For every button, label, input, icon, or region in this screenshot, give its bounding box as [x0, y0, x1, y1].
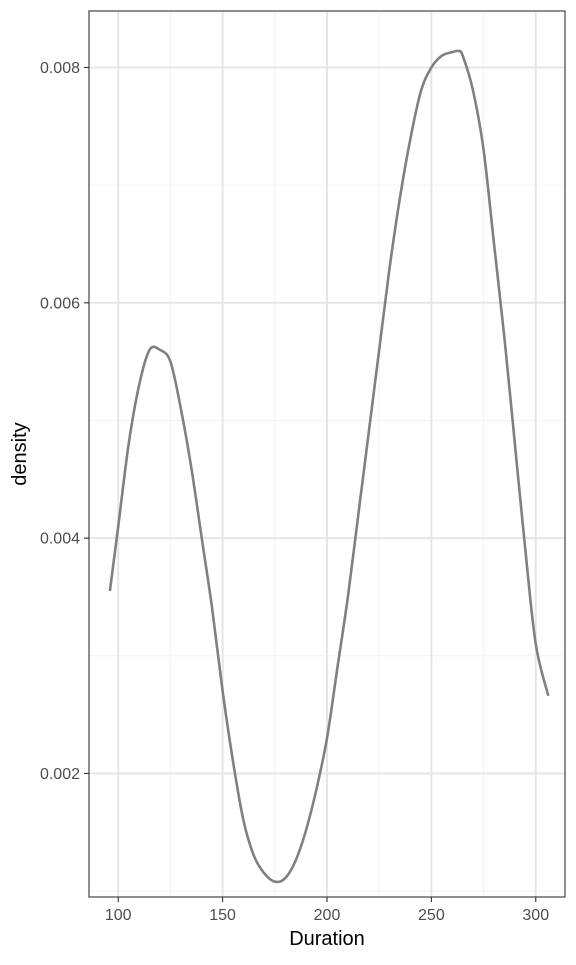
x-tick-label: 150 — [209, 907, 236, 924]
y-axis: 0.002 0.004 0.006 0.008 — [40, 60, 89, 783]
x-tick-label: 200 — [314, 907, 341, 924]
series-layer — [108, 49, 550, 884]
y-axis-title: density — [9, 422, 31, 485]
y-tick-label: 0.004 — [40, 531, 80, 548]
x-axis-title: Duration — [289, 928, 365, 950]
x-tick-label: 250 — [418, 907, 445, 924]
x-tick-label: 100 — [105, 907, 132, 924]
y-tick-label: 0.006 — [40, 295, 80, 312]
major-gridlines — [89, 11, 565, 897]
y-tick-label: 0.002 — [40, 766, 80, 783]
density-curve — [108, 49, 550, 884]
y-tick-label: 0.008 — [40, 60, 80, 77]
x-axis: 100 150 200 250 300 — [105, 897, 549, 924]
x-tick-label: 300 — [522, 907, 549, 924]
